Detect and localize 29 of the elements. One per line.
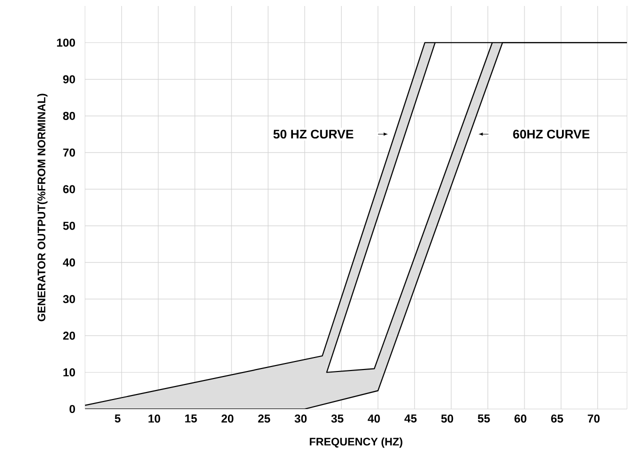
x-tick-label: 20	[222, 414, 234, 423]
x-tick-label: 45	[404, 414, 417, 423]
y-axis-title: GENERATOR OUTPUT(%FROM NORMINAL)	[37, 94, 48, 322]
y-tick-label: 90	[63, 75, 76, 84]
y-tick-label: 60	[63, 185, 76, 194]
annotation: 60HZ CURVE	[513, 130, 590, 139]
x-tick-label: 50	[441, 414, 454, 423]
x-tick-label: 60	[514, 414, 526, 423]
y-tick-label: 0	[70, 404, 76, 414]
x-tick-label: 30	[294, 414, 307, 423]
x-tick-label: 10	[148, 414, 160, 423]
x-tick-label: 5	[114, 414, 120, 423]
x-tick-label: 55	[478, 414, 490, 423]
y-tick-label: 80	[63, 112, 76, 120]
y-tick-label: 10	[63, 368, 76, 376]
y-tick-label: 40	[62, 258, 76, 267]
y-tick-label: 100	[57, 38, 76, 47]
x-tick-label: 15	[185, 414, 197, 423]
x-tick-label: 25	[258, 414, 270, 423]
y-tick-label: 30	[63, 295, 76, 304]
y-tick-label: 50	[63, 222, 76, 230]
x-tick-label: 35	[331, 414, 344, 423]
y-tick-label: 70	[63, 148, 76, 157]
x-tick-label: 70	[588, 414, 600, 423]
x-tick-label: 65	[551, 414, 564, 423]
x-tick-label: 40	[368, 414, 380, 423]
y-tick-label: 20	[63, 332, 76, 340]
x-axis-title: FREQUENCY (HZ)	[310, 437, 402, 448]
annotation: 50 HZ CURVE	[273, 130, 354, 139]
